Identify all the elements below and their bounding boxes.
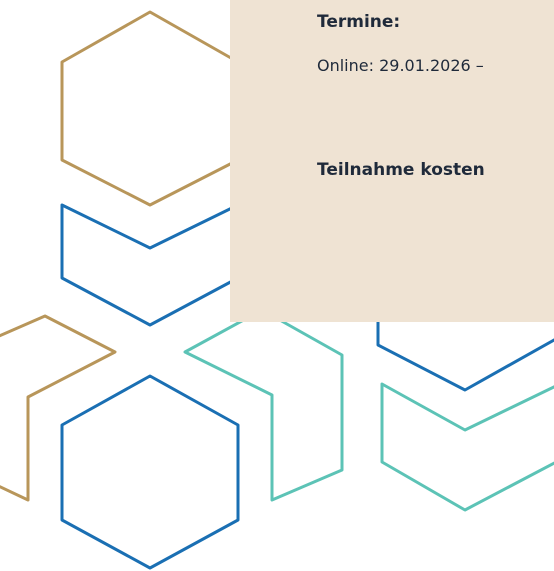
page: Termine: Online: 29.01.2026 – Teilnahme …	[0, 0, 554, 571]
hexagon	[62, 376, 238, 568]
chevron	[382, 384, 554, 510]
hexagon	[378, 310, 554, 390]
label: Teilnahme kosten	[317, 160, 485, 180]
chevron	[185, 310, 342, 500]
text: Online: 29.01.2026 –	[317, 56, 484, 75]
label: Termine:	[317, 12, 400, 32]
chevron	[62, 205, 238, 325]
hexagon	[0, 316, 115, 500]
info-box: Termine: Online: 29.01.2026 – Teilnahme …	[230, 0, 554, 322]
hexagon	[62, 12, 238, 205]
